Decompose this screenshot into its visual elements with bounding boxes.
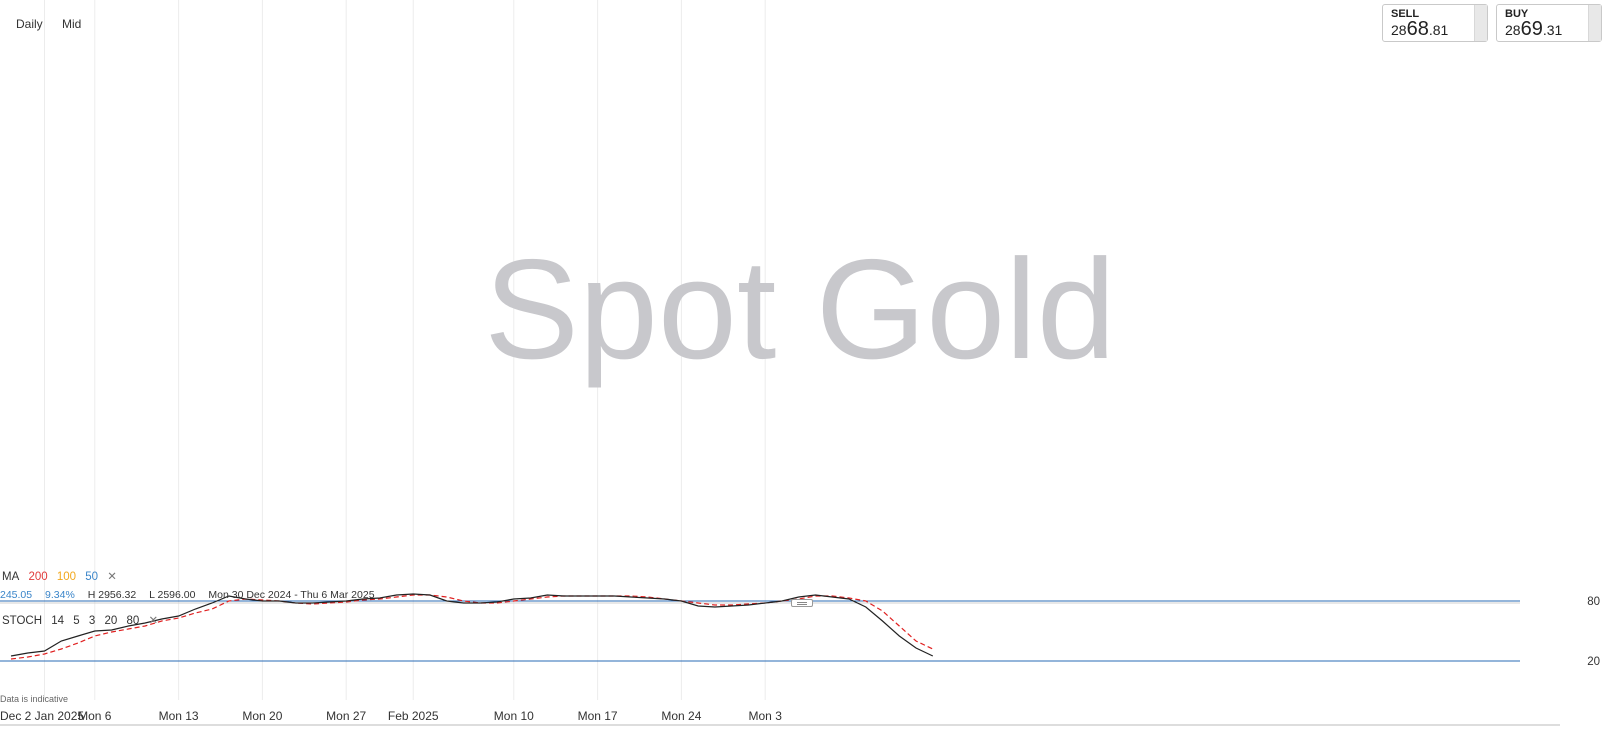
stat-change: 245.05 bbox=[0, 589, 33, 601]
stats-legend: 245.05 9.34% H 2956.32 L 2596.00 Mon 30 … bbox=[0, 589, 385, 601]
sell-price-suffix: .81 bbox=[1428, 22, 1449, 38]
sell-label: SELL bbox=[1391, 8, 1420, 20]
ma-100-label: 100 bbox=[56, 571, 77, 583]
stoch-param-d: 5 bbox=[73, 615, 80, 627]
time-tick-label: Mon 10 bbox=[494, 709, 534, 723]
stoch-level-label: 20 bbox=[1587, 656, 1600, 668]
buy-label: BUY bbox=[1505, 8, 1529, 20]
stoch-param-smooth: 3 bbox=[88, 615, 96, 627]
time-tick-label: Mon 3 bbox=[749, 709, 783, 723]
stoch-remove-icon[interactable]: ✕ bbox=[148, 615, 159, 627]
buy-button[interactable]: BUY 2869.31 bbox=[1496, 4, 1602, 42]
ma-remove-icon[interactable]: ✕ bbox=[107, 571, 117, 583]
stoch-legend: STOCH 14 5 3 20 80 ✕ bbox=[2, 613, 164, 627]
sell-box-edge bbox=[1474, 5, 1487, 41]
panel-resize-handle[interactable] bbox=[791, 599, 813, 607]
time-tick-label: Mon 20 bbox=[242, 709, 282, 723]
buy-price-big: 69 bbox=[1520, 18, 1543, 40]
stoch-param-low: 20 bbox=[104, 615, 118, 627]
ma-legend-label: MA bbox=[2, 571, 20, 583]
time-tick-label: Mon 6 bbox=[78, 709, 112, 723]
interval-selector[interactable]: Daily bbox=[16, 17, 43, 31]
ma-200-label: 200 bbox=[28, 571, 48, 583]
stoch-param-high: 80 bbox=[126, 615, 140, 627]
sell-price: 2868.81 bbox=[1391, 18, 1479, 40]
sell-price-big: 68 bbox=[1406, 18, 1429, 40]
price-type-selector[interactable]: Mid bbox=[62, 17, 82, 31]
buy-box-edge bbox=[1588, 5, 1601, 41]
stoch-level-label: 80 bbox=[1587, 596, 1600, 608]
ma-legend: MA 200 100 50 ✕ bbox=[2, 569, 123, 583]
watermark-text: Spot Gold bbox=[484, 230, 1116, 389]
sell-price-prefix: 28 bbox=[1391, 22, 1407, 38]
toolbar: Daily Mid bbox=[16, 17, 97, 31]
stat-range: Mon 30 Dec 2024 - Thu 6 Mar 2025 bbox=[208, 589, 375, 601]
time-tick-label: Mon 17 bbox=[578, 709, 618, 723]
time-tick-label: Mon 13 bbox=[159, 709, 199, 723]
disclaimer-text: Data is indicative bbox=[0, 694, 69, 704]
time-tick-label: Feb 2025 bbox=[388, 709, 439, 723]
time-tick-label: Mon 24 bbox=[661, 709, 701, 723]
stat-percent: 9.34% bbox=[45, 589, 75, 601]
stat-low: L 2596.00 bbox=[149, 589, 196, 601]
ma-50-label: 50 bbox=[85, 571, 99, 583]
sell-button[interactable]: SELL 2868.81 bbox=[1382, 4, 1488, 42]
time-tick-label: Dec 2 Jan 2025 bbox=[0, 709, 84, 723]
buy-price: 2869.31 bbox=[1505, 18, 1593, 40]
buy-price-prefix: 28 bbox=[1505, 22, 1521, 38]
stoch-param-k: 14 bbox=[51, 615, 65, 627]
stoch-k-line bbox=[10, 593, 934, 657]
stoch-label: STOCH bbox=[2, 615, 43, 627]
stat-high: H 2956.32 bbox=[87, 589, 137, 601]
stochastic-panel: 80 20 bbox=[0, 593, 1600, 668]
time-tick-label: Mon 27 bbox=[326, 709, 366, 723]
buy-price-suffix: .31 bbox=[1542, 22, 1563, 38]
chart-grid bbox=[44, 0, 766, 700]
